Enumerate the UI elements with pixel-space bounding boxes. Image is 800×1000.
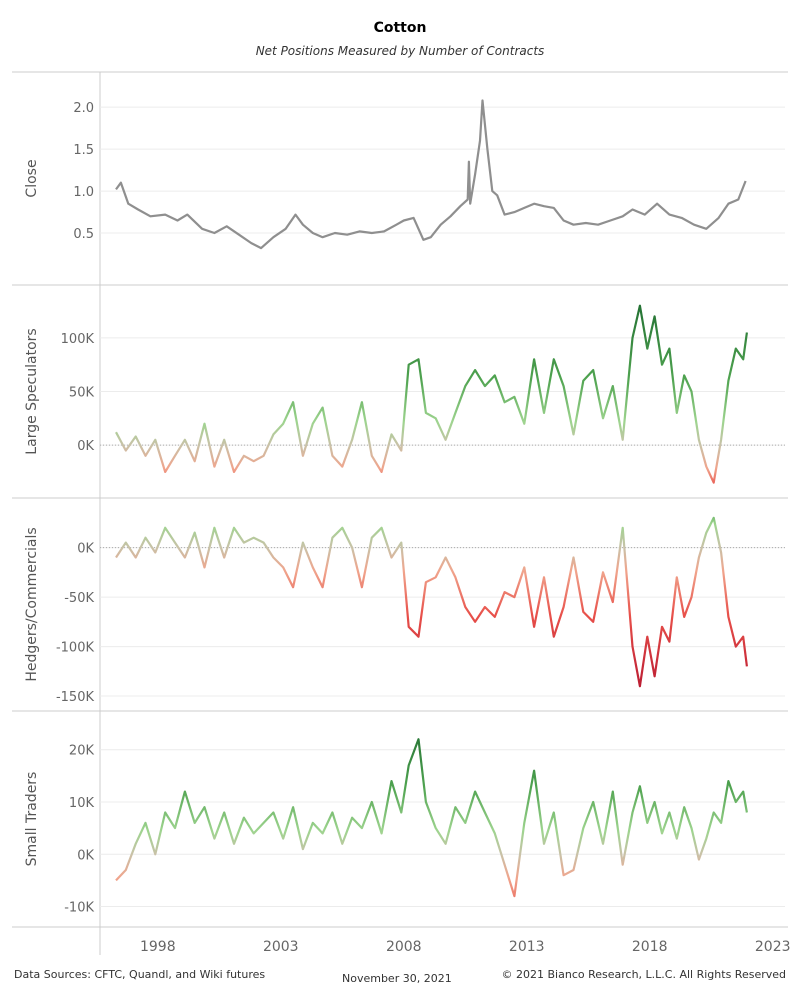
y-tick-label: 20K [69,744,95,759]
y-tick-label: 2.0 [73,101,94,116]
y-axis-label: Close [24,159,40,197]
series-line [115,738,748,898]
y-tick-label: 100K [61,332,95,347]
panel-small-traders: -10K 0K 10K 20K Small Traders [24,738,785,916]
x-tick-label: 2008 [386,939,422,955]
chart-subtitle: Net Positions Measured by Number of Cont… [255,44,545,58]
y-tick-label: 1.5 [73,143,94,158]
panel-close: 0.5 1.0 1.5 2.0 Close [24,99,785,250]
chart-title: Cotton [373,20,427,36]
y-tick-label: -100K [56,641,95,656]
y-tick-label: 0K [77,542,94,557]
y-tick-label: 0K [77,439,94,454]
y-axis-label: Large Speculators [24,328,40,454]
x-tick-label: 2023 [755,939,791,955]
footer-date: November 30, 2021 [342,972,452,985]
series-line [115,99,747,250]
footer-copyright: © 2021 Bianco Research, L.L.C. All Right… [501,968,786,981]
y-tick-label: -10K [64,901,94,916]
y-tick-label: -50K [64,591,94,606]
footer-sources: Data Sources: CFTC, Quandl, and Wiki fut… [14,968,266,981]
x-tick-label: 2013 [509,939,545,955]
series-line [115,516,748,688]
y-tick-label: 0K [77,848,94,863]
panel-hedgers-commercials: -150K -100K -50K 0K Hedgers/Commercials [24,516,785,705]
y-axis-label: Small Traders [24,772,40,867]
y-tick-label: 1.0 [73,185,94,200]
y-axis-label: Hedgers/Commercials [24,527,40,681]
x-tick-label: 2003 [263,939,299,955]
y-tick-label: 10K [69,796,95,811]
y-tick-label: -150K [56,690,95,705]
x-tick-label: 2018 [632,939,668,955]
x-tick-label: 1998 [140,939,176,955]
series-line [115,304,748,484]
y-tick-label: 0.5 [73,227,94,242]
y-tick-label: 50K [69,386,95,401]
panel-large-speculators: 0K 50K 100K Large Speculators [24,304,785,484]
